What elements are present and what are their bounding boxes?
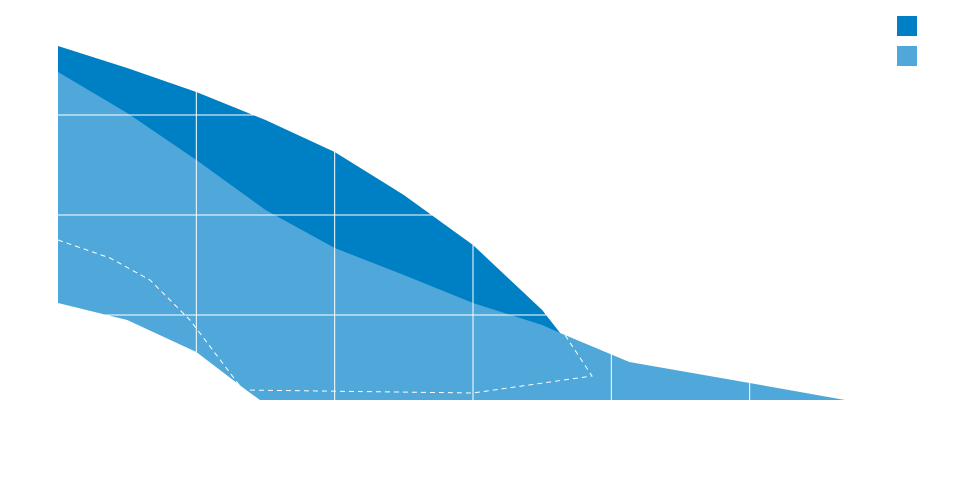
legend-swatch xyxy=(897,46,917,66)
line xyxy=(57,239,593,394)
area xyxy=(58,72,846,400)
legend-swatch xyxy=(897,16,917,36)
area xyxy=(58,303,260,400)
